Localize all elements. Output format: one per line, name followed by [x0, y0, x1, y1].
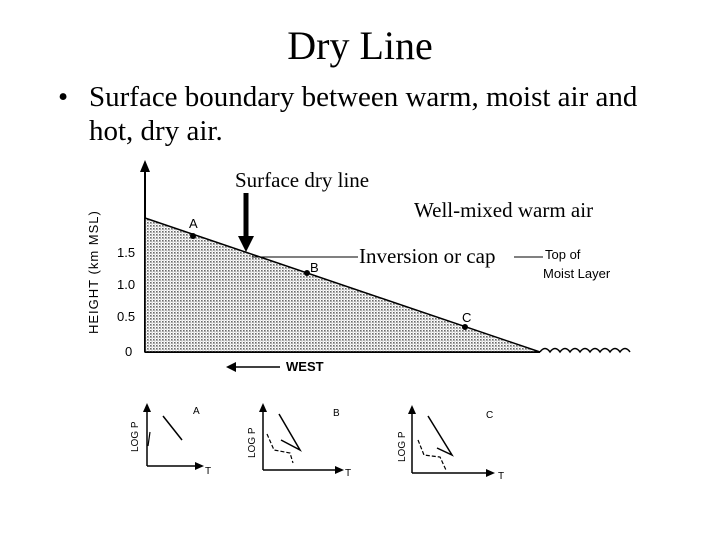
sounding-a-x-label: T [205, 466, 211, 477]
point-b-label: B [310, 260, 319, 275]
sounding-b-y-label: LOG P [247, 427, 258, 458]
inversion-label-bg [358, 246, 514, 268]
point-a-label: A [189, 216, 198, 231]
sounding-b-label: B [333, 408, 340, 419]
point-b-marker [304, 270, 310, 276]
height-axis-label: HEIGHT (km MSL) [86, 210, 101, 334]
sounding-b-y-arrow-icon [259, 403, 267, 412]
height-axis-arrow-icon [140, 160, 150, 172]
sounding-a-label: A [193, 406, 200, 417]
sounding-a-temp-profile [162, 415, 183, 441]
point-c-marker [462, 324, 468, 330]
sounding-c-x-label: T [498, 471, 504, 482]
top-of-moist-layer-label-1: Top of [545, 247, 581, 262]
y-tick-1-0: 1.0 [117, 277, 135, 292]
top-of-moist-layer-label-2: Moist Layer [543, 266, 611, 281]
sounding-a-dew-profile [147, 431, 151, 447]
sounding-a-y-label: LOG P [130, 421, 141, 452]
sounding-c-label: C [486, 410, 493, 421]
sounding-c-temp-profile [427, 415, 454, 457]
point-c-label: C [462, 310, 471, 325]
west-arrow-icon [226, 362, 236, 372]
sounding-b-x-arrow-icon [335, 466, 344, 474]
dry-line-arrow-icon [238, 236, 254, 252]
y-tick-0-5: 0.5 [117, 309, 135, 324]
well-mixed-air-label: Well-mixed warm air [414, 198, 594, 222]
y-tick-1-5: 1.5 [117, 245, 135, 260]
bullet-symbol: • [58, 81, 69, 113]
sounding-c-x-arrow-icon [486, 469, 495, 477]
west-label: WEST [286, 359, 324, 374]
sounding-c-y-arrow-icon [408, 405, 416, 414]
sounding-a-x-arrow-icon [195, 462, 204, 470]
sounding-a-y-arrow-icon [143, 403, 151, 412]
moist-layer-wedge [144, 216, 541, 353]
surface-dry-line-label: Surface dry line [235, 168, 370, 192]
sounding-b: B LOG P T [247, 403, 351, 479]
sounding-b-temp-profile [278, 413, 302, 452]
slide-title: Dry Line [287, 23, 433, 68]
y-tick-0: 0 [125, 344, 132, 359]
sounding-c: C LOG P T [397, 405, 504, 482]
sounding-c-y-label: LOG P [397, 431, 408, 462]
inversion-label: Inversion or cap [359, 244, 495, 268]
bullet-text: Surface boundary between warm, moist air… [89, 81, 638, 147]
sounding-b-x-label: T [345, 468, 351, 479]
sounding-c-dew-profile [417, 439, 447, 471]
sounding-b-dew-profile [266, 433, 294, 464]
sounding-a: A LOG P T [130, 403, 211, 477]
wavy-surface-line [539, 347, 631, 354]
point-a-marker [190, 233, 196, 239]
